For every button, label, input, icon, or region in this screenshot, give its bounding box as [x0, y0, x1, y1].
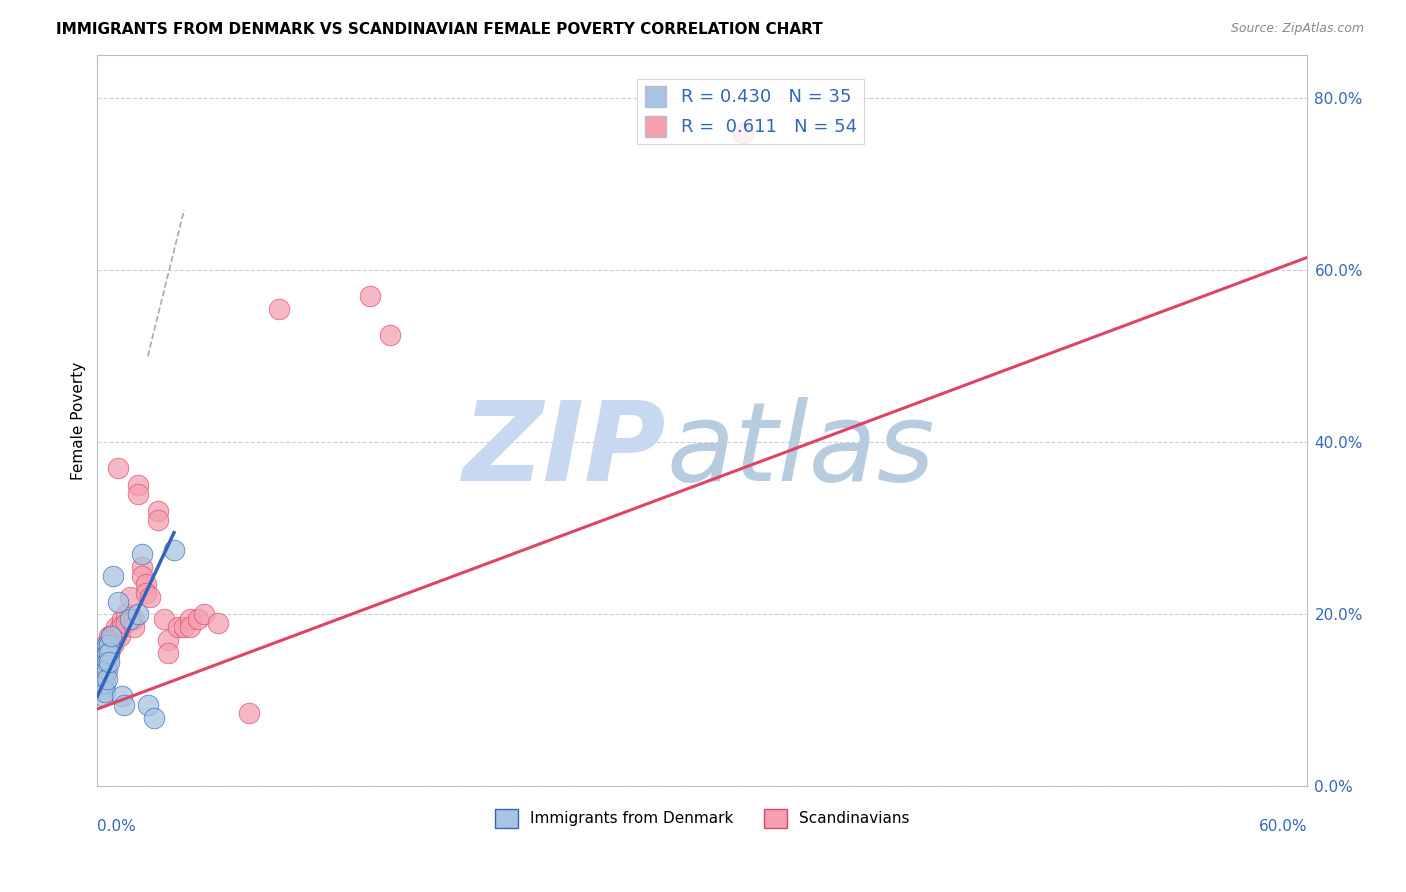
Point — [118, 591, 141, 605]
Point — [96, 655, 118, 669]
Point — [90, 650, 112, 665]
Point — [146, 513, 169, 527]
Point — [156, 646, 179, 660]
Point — [96, 638, 118, 652]
Point — [173, 620, 195, 634]
Point — [238, 706, 260, 721]
Point — [94, 650, 117, 665]
Point — [100, 638, 122, 652]
Point — [127, 607, 149, 622]
Point — [90, 681, 112, 695]
Point — [104, 620, 127, 634]
Point — [93, 646, 115, 660]
Point — [107, 594, 129, 608]
Point — [122, 620, 145, 634]
Point — [112, 698, 135, 712]
Text: ZIP: ZIP — [463, 397, 666, 504]
Point — [118, 612, 141, 626]
Point — [96, 646, 118, 660]
Point — [135, 577, 157, 591]
Point — [378, 327, 401, 342]
Point — [100, 629, 122, 643]
Point — [90, 667, 112, 681]
Point — [131, 560, 153, 574]
Point — [94, 659, 117, 673]
Point — [93, 650, 115, 665]
Point — [179, 612, 201, 626]
Point — [156, 633, 179, 648]
Point — [103, 638, 125, 652]
Point — [142, 711, 165, 725]
Point — [136, 698, 159, 712]
Text: atlas: atlas — [666, 397, 935, 504]
Text: 60.0%: 60.0% — [1258, 820, 1308, 834]
Point — [98, 655, 121, 669]
Point — [90, 676, 112, 690]
Point — [114, 607, 136, 622]
Point — [90, 667, 112, 681]
Point — [98, 638, 121, 652]
Point — [93, 689, 115, 703]
Point — [731, 126, 754, 140]
Point — [127, 478, 149, 492]
Point — [93, 663, 115, 677]
Point — [98, 646, 121, 660]
Point — [96, 663, 118, 677]
Point — [131, 547, 153, 561]
Legend: R = 0.430   N = 35, R =  0.611   N = 54: R = 0.430 N = 35, R = 0.611 N = 54 — [637, 78, 865, 144]
Point — [108, 620, 131, 634]
Point — [114, 615, 136, 630]
Point — [94, 685, 117, 699]
Point — [103, 568, 125, 582]
Point — [100, 629, 122, 643]
Point — [90, 659, 112, 673]
Point — [104, 629, 127, 643]
Point — [110, 612, 132, 626]
Point — [93, 667, 115, 681]
Point — [167, 620, 190, 634]
Point — [107, 461, 129, 475]
Y-axis label: Female Poverty: Female Poverty — [72, 361, 86, 480]
Point — [187, 612, 209, 626]
Point — [98, 629, 121, 643]
Point — [98, 638, 121, 652]
Point — [94, 638, 117, 652]
Point — [93, 655, 115, 669]
Point — [98, 646, 121, 660]
Point — [94, 663, 117, 677]
Text: 0.0%: 0.0% — [97, 820, 136, 834]
Point — [94, 667, 117, 681]
Point — [179, 620, 201, 634]
Point — [103, 629, 125, 643]
Point — [93, 681, 115, 695]
Point — [93, 641, 115, 656]
Point — [131, 568, 153, 582]
Point — [193, 607, 215, 622]
Point — [96, 646, 118, 660]
Point — [135, 586, 157, 600]
Point — [94, 655, 117, 669]
Point — [90, 659, 112, 673]
Point — [93, 672, 115, 686]
Point — [153, 612, 176, 626]
Point — [267, 301, 290, 316]
Point — [139, 591, 162, 605]
Point — [110, 689, 132, 703]
Point — [110, 620, 132, 634]
Text: IMMIGRANTS FROM DENMARK VS SCANDINAVIAN FEMALE POVERTY CORRELATION CHART: IMMIGRANTS FROM DENMARK VS SCANDINAVIAN … — [56, 22, 823, 37]
Point — [122, 612, 145, 626]
Point — [96, 672, 118, 686]
Point — [207, 615, 229, 630]
Point — [94, 676, 117, 690]
Point — [93, 659, 115, 673]
Point — [94, 646, 117, 660]
Point — [96, 638, 118, 652]
Point — [146, 504, 169, 518]
Point — [127, 487, 149, 501]
Point — [94, 641, 117, 656]
Point — [108, 629, 131, 643]
Point — [163, 542, 186, 557]
Point — [359, 289, 381, 303]
Text: Source: ZipAtlas.com: Source: ZipAtlas.com — [1230, 22, 1364, 36]
